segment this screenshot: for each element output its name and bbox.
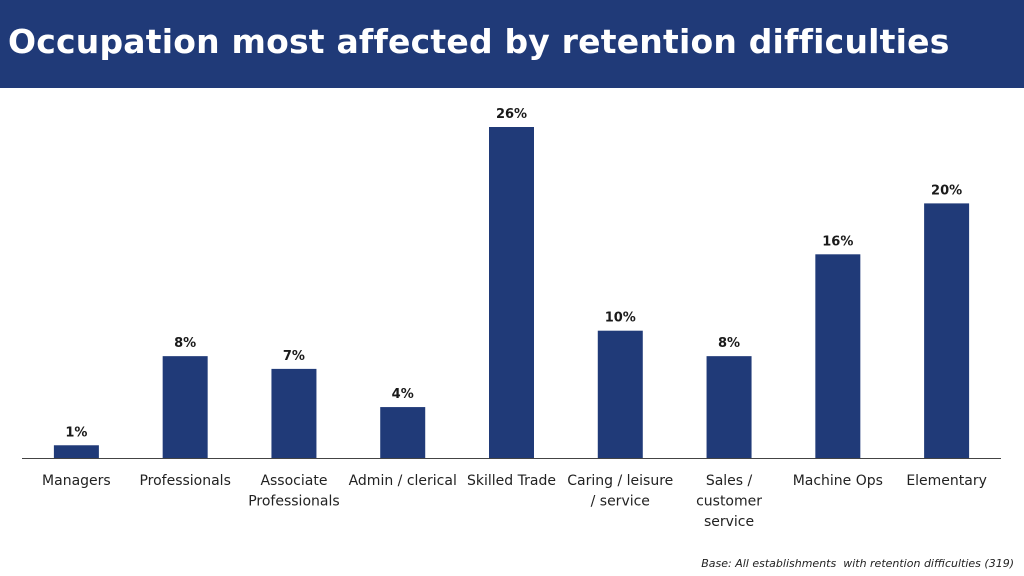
x-tick-label-line: Skilled Trade xyxy=(467,473,556,489)
x-tick-label-line: Machine Ops xyxy=(793,473,883,489)
x-tick-label-line: Sales / xyxy=(706,473,753,489)
bar xyxy=(597,330,643,458)
x-tick-label-line: / service xyxy=(591,494,650,510)
x-tick-label-line: Associate xyxy=(260,473,327,489)
bar xyxy=(271,368,317,458)
x-tick-label-line: Elementary xyxy=(906,473,987,489)
bar xyxy=(815,254,861,458)
x-tick-label-line: Professionals xyxy=(139,473,230,489)
bar xyxy=(489,127,534,458)
data-label: 20% xyxy=(931,183,962,198)
x-tick-label: Machine Ops xyxy=(793,473,883,489)
data-label: 26% xyxy=(496,107,527,122)
data-label: 8% xyxy=(718,336,740,351)
x-tick-label: Elementary xyxy=(906,473,987,489)
x-tick-label-line: Professionals xyxy=(248,494,339,510)
x-tick-label-line: Caring / leisure xyxy=(567,473,673,489)
data-label: 16% xyxy=(822,234,853,249)
bar xyxy=(53,445,99,458)
x-tick-label-line: service xyxy=(704,514,754,530)
data-label: 10% xyxy=(605,311,636,326)
bar xyxy=(706,356,752,458)
x-tick-label: Associate Professionals xyxy=(248,473,339,510)
x-tick-label-line: customer xyxy=(696,494,762,510)
bar xyxy=(380,407,426,458)
data-label: 4% xyxy=(392,387,414,402)
page-title: Occupation most affected by retention di… xyxy=(8,22,950,61)
x-tick-label-line: Managers xyxy=(42,473,111,489)
data-label: 8% xyxy=(174,336,196,351)
x-tick-label: Admin / clerical xyxy=(349,473,457,489)
x-tick-label: Caring / leisure / service xyxy=(567,473,673,510)
title-banner: Occupation most affected by retention di… xyxy=(0,0,1024,88)
x-tick-label: Professionals xyxy=(139,473,230,489)
base-footnote: Base: All establishments with retention … xyxy=(701,557,1014,570)
x-tick-label: Sales / customer service xyxy=(696,473,762,530)
x-tick-label: Skilled Trade xyxy=(467,473,556,489)
bar xyxy=(924,203,970,458)
bar xyxy=(162,356,208,458)
data-label: 7% xyxy=(283,349,305,364)
data-label: 1% xyxy=(65,425,87,440)
x-tick-label: Managers xyxy=(42,473,111,489)
x-tick-label-line: Admin / clerical xyxy=(349,473,457,489)
